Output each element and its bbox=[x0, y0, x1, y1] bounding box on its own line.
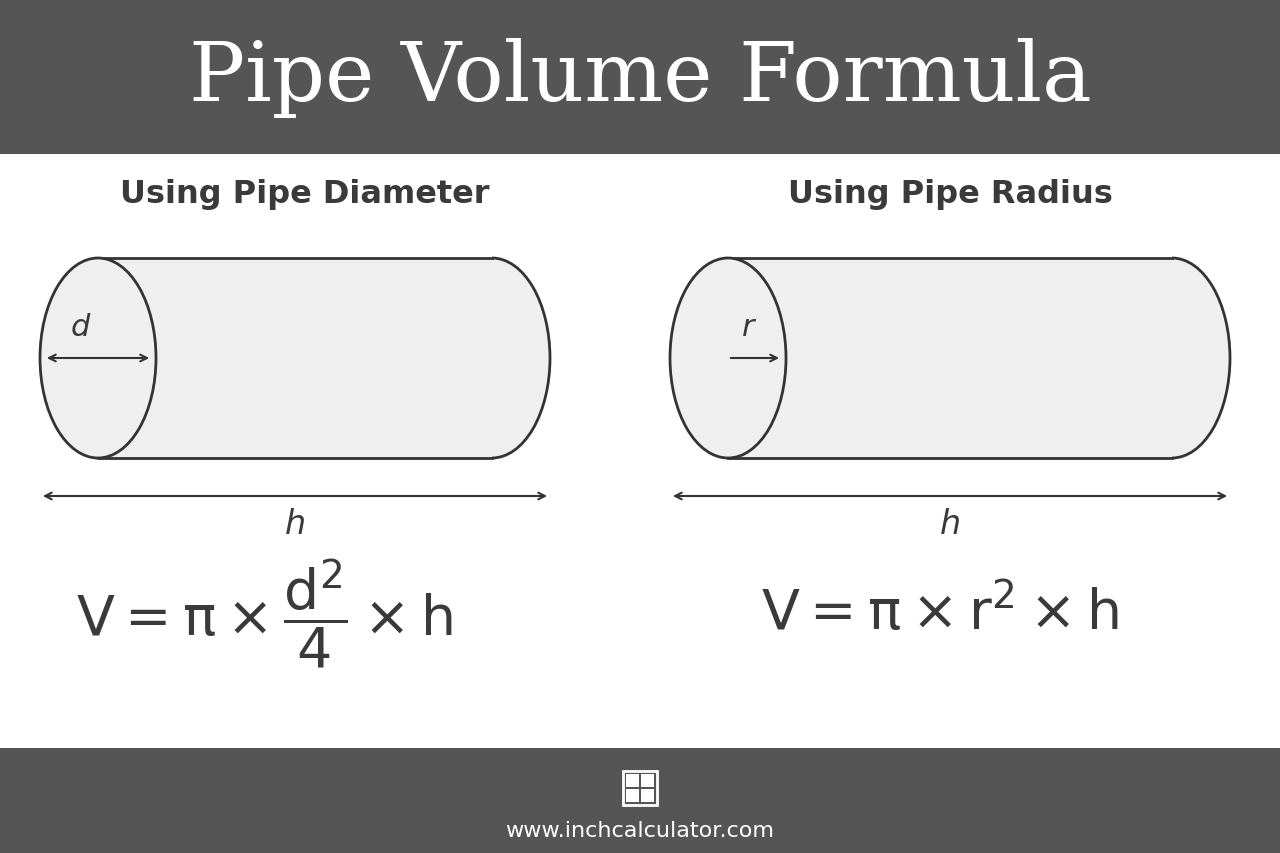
Bar bbox=[0, 0, 1280, 154]
Bar bbox=[626, 774, 639, 787]
Text: Using Pipe Radius: Using Pipe Radius bbox=[787, 178, 1112, 209]
Bar bbox=[728, 258, 1172, 458]
Text: Using Pipe Diameter: Using Pipe Diameter bbox=[120, 178, 490, 209]
Ellipse shape bbox=[669, 258, 786, 458]
Bar bbox=[0, 748, 1280, 853]
Text: $\mathsf{V = \pi \times r^2 \times h}$: $\mathsf{V = \pi \times r^2 \times h}$ bbox=[762, 585, 1119, 641]
Bar bbox=[99, 258, 492, 458]
Text: h: h bbox=[284, 508, 306, 541]
Text: $\mathsf{V = \pi \times \dfrac{d^2}{4} \times h}$: $\mathsf{V = \pi \times \dfrac{d^2}{4} \… bbox=[77, 556, 453, 670]
Text: Pipe Volume Formula: Pipe Volume Formula bbox=[188, 38, 1092, 118]
Bar bbox=[641, 789, 654, 802]
Text: r: r bbox=[742, 312, 754, 341]
Text: www.inchcalculator.com: www.inchcalculator.com bbox=[506, 820, 774, 840]
Ellipse shape bbox=[434, 258, 550, 458]
Bar bbox=[641, 774, 654, 787]
Bar bbox=[626, 789, 639, 802]
Ellipse shape bbox=[40, 258, 156, 458]
Text: d: d bbox=[70, 312, 91, 341]
Ellipse shape bbox=[1114, 258, 1230, 458]
Text: h: h bbox=[940, 508, 960, 541]
